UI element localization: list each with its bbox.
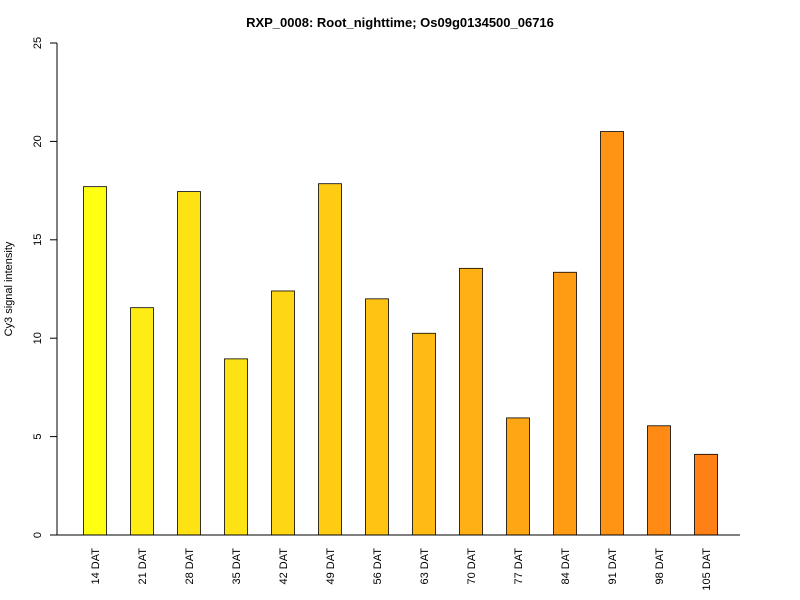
x-tick-label: 14 DAT: [90, 548, 102, 585]
bar: [224, 358, 248, 536]
bar: [412, 332, 436, 536]
x-tick-label: 42 DAT: [278, 548, 290, 585]
bar: [694, 453, 718, 536]
bar: [553, 271, 577, 536]
x-tick-label: 49 DAT: [325, 548, 337, 585]
x-tick-label: 56 DAT: [372, 548, 384, 585]
bar: [647, 425, 671, 536]
bar: [506, 417, 530, 536]
bar: [177, 191, 201, 536]
y-tick-label: 15: [32, 234, 44, 246]
y-axis: 0 5 10 15 20 25: [32, 37, 58, 538]
y-tick-label: 10: [32, 332, 44, 344]
bar: [600, 131, 624, 536]
bar: [459, 267, 483, 536]
y-tick-label: 25: [32, 37, 44, 49]
bar: [130, 307, 154, 536]
x-tick-label: 84 DAT: [560, 548, 572, 585]
x-tick-label: 77 DAT: [513, 548, 525, 585]
x-axis: 14 DAT 21 DAT 28 DAT 35 DAT 42 DAT 49 DAT 56 D…: [57, 534, 740, 591]
y-tick-label: 5: [32, 434, 44, 440]
x-tick-label: 21 DAT: [137, 548, 149, 585]
x-tick-label: 98 DAT: [654, 548, 666, 585]
chart-title: RXP_0008: Root_nighttime; Os09g0134500_0…: [246, 15, 554, 30]
bars: [83, 131, 718, 536]
x-tick-label: 91 DAT: [607, 548, 619, 585]
bar: [365, 298, 389, 536]
y-tick-label: 0: [32, 532, 44, 538]
bar: [83, 186, 107, 536]
y-tick-label: 20: [32, 135, 44, 147]
x-tick-label: 28 DAT: [184, 548, 196, 585]
y-axis-label: Cy3 signal intensity: [3, 241, 15, 336]
x-tick-label: 35 DAT: [231, 548, 243, 585]
bar: [318, 183, 342, 536]
bar: [271, 290, 295, 536]
x-tick-label: 105 DAT: [701, 548, 713, 591]
x-tick-label: 70 DAT: [466, 548, 478, 585]
x-tick-label: 63 DAT: [419, 548, 431, 585]
